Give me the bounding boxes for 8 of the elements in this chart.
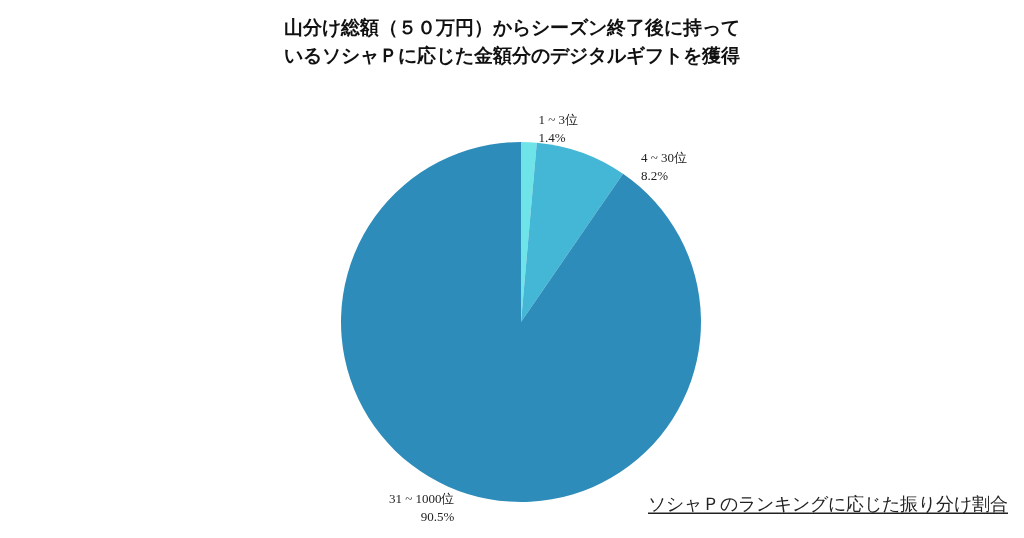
text: ソシャＰのランキングに応じた振り分け割合 — [648, 492, 1008, 514]
slice-label: 4 ~ 30位 — [640, 149, 687, 165]
data-label: 8.2% — [640, 167, 669, 183]
chart-title: 山分け総額（５０万円）からシーズン終了後に持っているソシャＰに応じた金額分のデジタルギフトを獲得 — [284, 16, 740, 66]
data-label: 1.4% — [538, 129, 566, 145]
slice-label: 31 ~ 1000位 — [388, 490, 455, 506]
data-label: 90.5% — [420, 508, 455, 524]
slice-label: 1 ~ 3位 — [538, 111, 579, 127]
